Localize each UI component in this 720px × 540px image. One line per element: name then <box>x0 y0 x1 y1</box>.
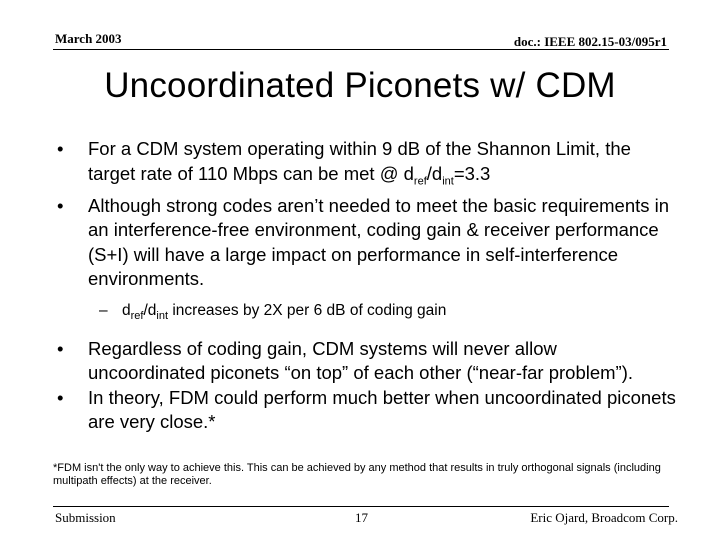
bullet-marker: • <box>57 138 64 159</box>
footer-rule <box>53 506 669 507</box>
bullet-text: Although strong codes aren’t needed to m… <box>88 194 670 290</box>
header-date: March 2003 <box>55 31 122 46</box>
bullet-marker: • <box>57 386 64 408</box>
bullet-text: For a CDM system operating within 9 dB o… <box>88 138 631 188</box>
sub-bullet-item: – dref/dint increases by 2X per 6 dB of … <box>57 301 677 326</box>
bullet-marker: • <box>57 194 64 216</box>
footer-author: Eric Ojard, Broadcom Corp. <box>530 510 678 525</box>
bullet-item: • For a CDM system operating within 9 dB… <box>57 137 677 194</box>
footer-submission: Submission <box>55 510 116 525</box>
bullet-marker: • <box>57 337 64 359</box>
footnote: *FDM isn't the only way to achieve this.… <box>53 462 661 487</box>
bullet-text: Regardless of coding gain, CDM systems w… <box>88 337 634 384</box>
bullet-item: • In theory, FDM could perform much bett… <box>57 386 677 435</box>
bullet-text: In theory, FDM could perform much better… <box>88 386 676 433</box>
header-doc-id: doc.: IEEE 802.15-03/095r1 <box>513 34 667 49</box>
slide-content: • For a CDM system operating within 9 dB… <box>57 137 677 435</box>
bullet-item: • Although strong codes aren’t needed to… <box>57 194 677 292</box>
sub-bullet-marker: – <box>99 301 108 319</box>
sub-bullet-text: dref/dint increases by 2X per 6 dB of co… <box>122 301 447 322</box>
page-number: 17 <box>355 510 368 525</box>
bullet-item: • Regardless of coding gain, CDM systems… <box>57 337 677 386</box>
slide-title: Uncoordinated Piconets w/ CDM <box>104 66 616 105</box>
header-rule <box>53 49 669 50</box>
